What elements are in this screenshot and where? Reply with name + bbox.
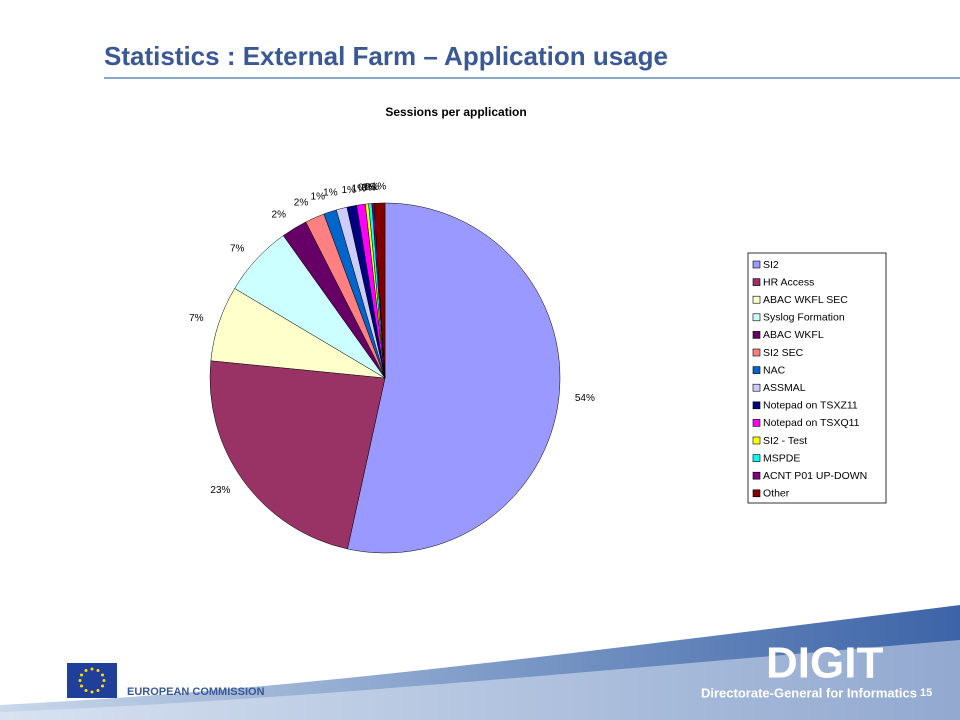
digit-logo: DIGIT (766, 639, 883, 688)
legend-swatch (752, 313, 761, 322)
slice-label: 2% (272, 209, 287, 220)
slice-label: 7% (189, 313, 204, 324)
legend-swatch (752, 383, 761, 392)
legend-text: SI2 - Test (763, 435, 807, 447)
pie-slice (373, 202, 386, 379)
legend-text: SI2 SEC (763, 347, 804, 359)
organization: EUROPEAN COMMISSION (127, 686, 265, 698)
legend-swatch (752, 295, 761, 304)
footer-wave-light (0, 640, 960, 720)
slice-label: 1% (311, 191, 326, 202)
legend-text: NAC (763, 364, 786, 376)
legend-text: Syslog Formation (763, 312, 845, 324)
legend-swatch (752, 331, 761, 339)
slice-label: 0% (365, 182, 380, 193)
slice-label: 23% (210, 485, 230, 496)
slice-label: 54% (575, 393, 595, 404)
legend-text: Other (763, 488, 790, 500)
slice-label: 7% (230, 243, 245, 254)
legend-text: ASSMAL (763, 382, 806, 394)
legend-swatch (752, 489, 761, 498)
legend-text: Notepad on TSXQ11 (763, 417, 860, 429)
legend-text: ABAC WKFL (763, 329, 824, 341)
legend-swatch (752, 348, 761, 357)
slice-label: 1% (352, 183, 367, 194)
eu-stars (78, 667, 106, 694)
legend-text: SI2 (763, 259, 779, 271)
slice-label: 1% (372, 182, 387, 193)
legend-text: ABAC WKFL SEC (763, 294, 848, 306)
legend-text: HR Access (763, 276, 814, 288)
legend-text: Notepad on TSXZ11 (763, 400, 858, 412)
legend-swatch (752, 436, 761, 445)
department: Directorate-General for Informatics (701, 685, 917, 700)
slice-label: 0% (362, 182, 377, 193)
legend-swatch (752, 401, 761, 410)
page-number: 15 (920, 687, 932, 699)
slice-label: 1% (323, 188, 338, 199)
pie-slice (347, 202, 561, 554)
pie-slice (209, 360, 386, 550)
chart-title: Sessions per application (385, 105, 526, 119)
legend-swatch (752, 454, 761, 462)
legend-swatch (752, 278, 761, 286)
slice-label: 0% (358, 183, 373, 194)
legend-box (747, 252, 887, 504)
legend-swatch (752, 366, 761, 374)
legend-text: MSPDE (763, 452, 800, 464)
legend-text: ACNT P01 UP-DOWN (763, 470, 867, 482)
slide-title: Statistics : External Farm – Application… (104, 41, 668, 71)
slice-label: 1% (342, 185, 357, 196)
legend-swatch (752, 260, 761, 269)
slice-label: 2% (294, 198, 309, 209)
legend-swatch (752, 471, 761, 480)
legend-swatch (752, 419, 761, 427)
